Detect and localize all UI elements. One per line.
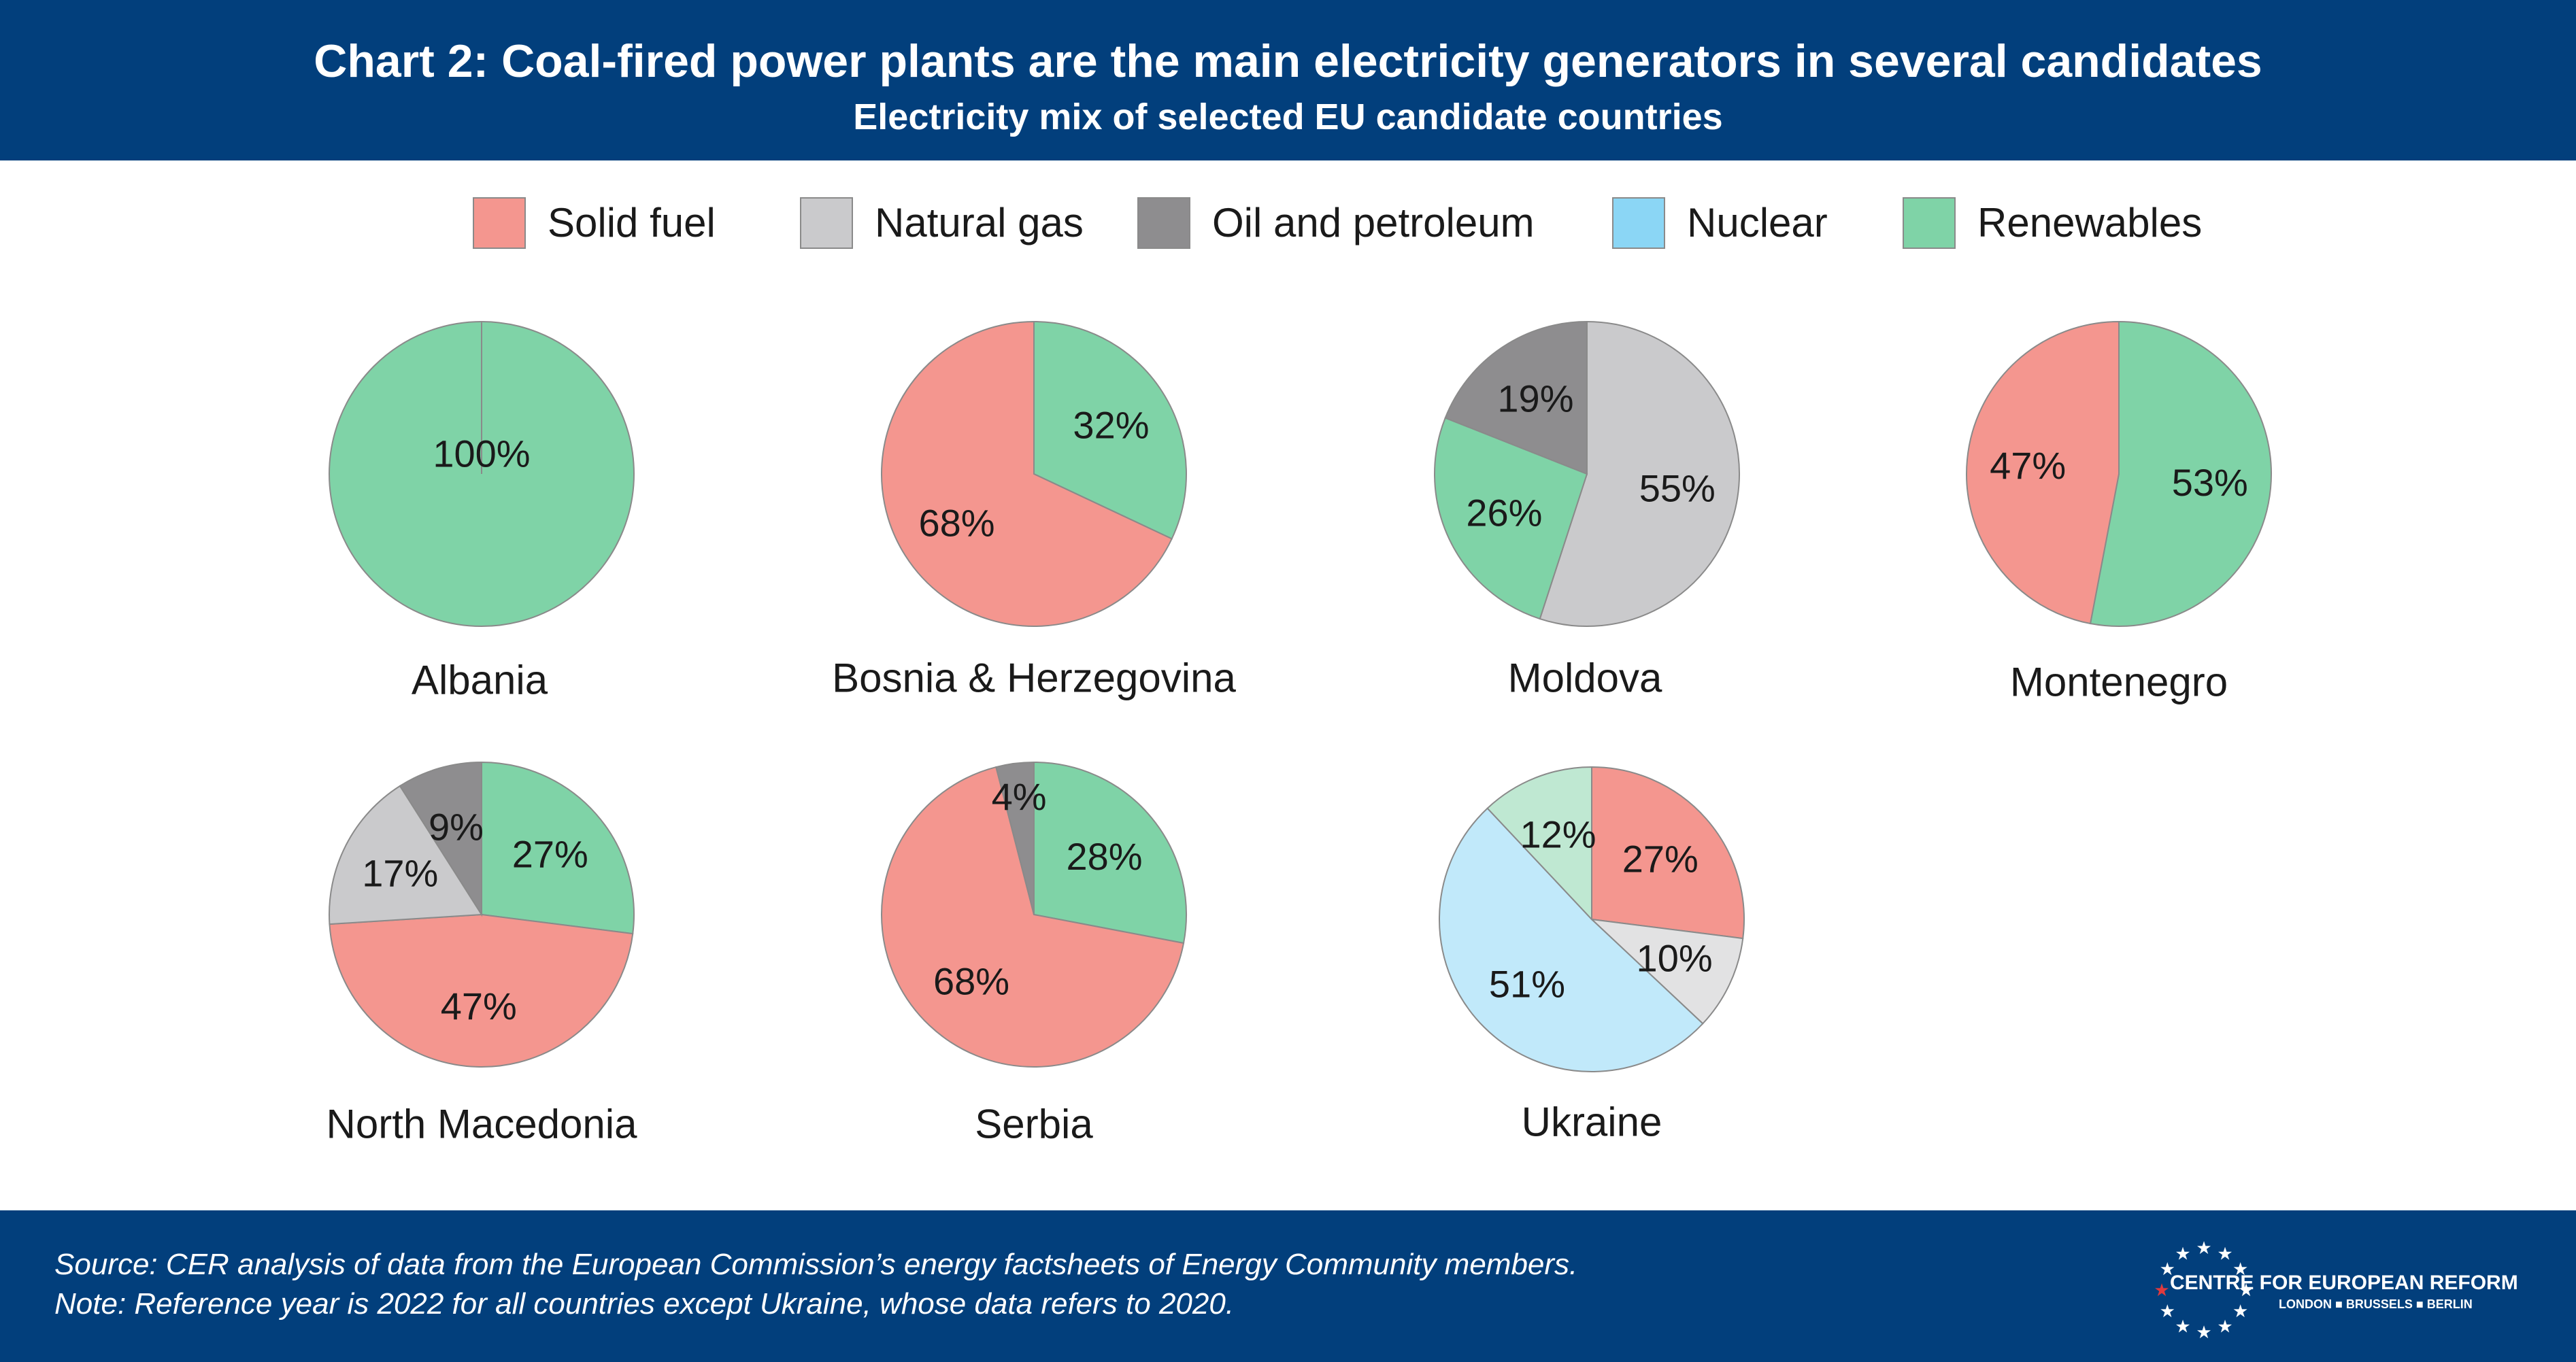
slice-bosnia-herzegovina-solid-fuel <box>881 320 1173 627</box>
slice-moldova-natural-gas <box>1539 320 1740 627</box>
legend-label-renewables: Renewables <box>1977 200 2203 245</box>
slice-montenegro-solid-fuel <box>1966 320 2120 625</box>
reference-note: Note: Reference year is 2022 for all cou… <box>54 1287 1235 1321</box>
slice-label-north-macedonia-natural-gas: 17% <box>362 851 438 894</box>
country-label-serbia: Serbia <box>975 1102 1093 1147</box>
cer-logo: ★ ★ ★ ★ ★ ★ ★ ★ ★ ★ ★ ★ CENTRE FOR EUROPEAN REFORM … <box>2143 1229 2518 1352</box>
logo-star: ★ <box>2160 1259 2175 1280</box>
slice-label-moldova-renewables: 26% <box>1466 492 1542 534</box>
logo-star: ★ <box>2175 1317 2190 1338</box>
legend-label-natural-gas: Natural gas <box>875 200 1084 245</box>
pie-montenegro: 53% 47% Montenegro <box>1966 320 2272 705</box>
logo-star: ★ <box>2217 1317 2232 1338</box>
slice-label-serbia-oil-and-petroleum: 4% <box>992 775 1047 818</box>
legend-swatch-natural-gas <box>800 197 853 249</box>
slice-label-north-macedonia-solid-fuel: 47% <box>441 985 517 1027</box>
pie-charts: 100% Albania 32% 68% Bosnia & Herzegovina 55%… <box>327 320 2272 1147</box>
slice-serbia-renewables <box>1033 761 1187 944</box>
slice-label-bosnia-herzegovina-solid-fuel: 68% <box>918 502 994 545</box>
logo-star: ★ <box>2154 1280 2169 1301</box>
logo-star: ★ <box>2238 1280 2254 1301</box>
slice-label-ukraine-renewables: 12% <box>1520 813 1596 856</box>
pie-moldova: 55% 26% 19% Moldova <box>1434 320 1740 701</box>
slice-north-macedonia-renewables <box>481 761 635 935</box>
slice-label-albania-renewables: 100% <box>433 432 530 475</box>
slice-label-ukraine-solid-fuel: 27% <box>1622 838 1699 881</box>
slice-ukraine-solid-fuel <box>1591 766 1745 940</box>
logo-star: ★ <box>2196 1323 2211 1343</box>
pie-north-macedonia: 27% 47% 17%9% North Macedonia <box>327 761 638 1147</box>
country-label-bosnia-herzegovina: Bosnia & Herzegovina <box>832 656 1236 701</box>
legend-label-nuclear: Nuclear <box>1687 200 1828 245</box>
pie-serbia: 28% 68% 4% Serbia <box>881 761 1187 1147</box>
slice-label-montenegro-solid-fuel: 47% <box>1990 444 2066 487</box>
eu-stars-icon: ★ ★★★★★★★★★★★ <box>2154 1238 2254 1343</box>
logo-star: ★ <box>2232 1301 2248 1322</box>
logo-star: ★ <box>2232 1259 2248 1280</box>
country-label-ukraine: Ukraine <box>1522 1100 1662 1145</box>
logo-star: ★ <box>2160 1301 2175 1322</box>
country-label-north-macedonia: North Macedonia <box>327 1102 638 1147</box>
slice-bosnia-herzegovina-renewables <box>1033 320 1187 540</box>
country-label-moldova: Moldova <box>1508 656 1662 701</box>
slice-ukraine-renewables <box>1486 766 1592 921</box>
slice-label-ukraine-nuclear: 51% <box>1489 963 1565 1006</box>
pie-albania: 100% Albania <box>329 321 635 703</box>
pie-ukraine: 27% 10% 51% 12% Ukraine <box>1439 766 1745 1145</box>
slice-label-north-macedonia-oil-and-petroleum: 9% <box>429 805 484 848</box>
logo-star: ★ <box>2217 1244 2232 1264</box>
slice-label-north-macedonia-renewables: 27% <box>512 833 588 876</box>
slice-ukraine-natural-gas <box>1590 918 1744 1025</box>
pie-bosnia-herzegovina: 32% 68% Bosnia & Herzegovina <box>832 320 1236 701</box>
source-note: Source: CER analysis of data from the Eu… <box>54 1248 1578 1281</box>
chart-footer: Source: CER analysis of data from the Eu… <box>0 1210 2576 1362</box>
slice-label-serbia-solid-fuel: 68% <box>933 959 1009 1002</box>
logo-star: ★ <box>2196 1238 2211 1259</box>
slice-serbia-solid-fuel <box>881 766 1185 1068</box>
slice-label-bosnia-herzegovina-renewables: 32% <box>1073 403 1149 446</box>
chart-header: Chart 2: Coal-fired power plants are the… <box>0 0 2576 160</box>
slice-label-serbia-renewables: 28% <box>1067 835 1143 878</box>
slice-north-macedonia-oil-and-petroleum <box>399 761 482 917</box>
legend: Solid fuel Natural gas Oil and petroleum… <box>0 196 2576 250</box>
slice-label-ukraine-natural-gas: 10% <box>1637 937 1713 980</box>
slice-label-montenegro-renewables: 53% <box>2172 461 2248 504</box>
legend-swatch-nuclear <box>1612 197 1665 249</box>
slice-moldova-renewables <box>1434 417 1588 620</box>
slice-north-macedonia-natural-gas <box>329 785 483 925</box>
logo-cities: LONDON ■ BRUSSELS ■ BERLIN <box>2279 1297 2473 1311</box>
slice-montenegro-renewables <box>2089 320 2272 627</box>
logo-text: CENTRE FOR EUROPEAN REFORM <box>2170 1272 2518 1294</box>
slice-label-moldova-natural-gas: 55% <box>1639 467 1716 510</box>
legend-label-solid-fuel: Solid fuel <box>548 200 716 245</box>
chart-subtitle: Electricity mix of selected EU candidate… <box>853 97 1723 137</box>
legend-swatch-solid-fuel <box>473 197 526 249</box>
slice-north-macedonia-solid-fuel <box>329 913 634 1068</box>
slice-moldova-oil-and-petroleum <box>1444 320 1588 475</box>
legend-swatch-renewables <box>1903 197 1956 249</box>
logo-star: ★ <box>2175 1244 2190 1264</box>
slice-ukraine-nuclear <box>1439 807 1704 1072</box>
country-label-albania: Albania <box>412 658 548 703</box>
slice-label-moldova-oil-and-petroleum: 19% <box>1497 377 1573 420</box>
slice-serbia-oil-and-petroleum <box>995 761 1035 915</box>
legend-swatch-oil-and-petroleum <box>1137 197 1190 249</box>
chart-title: Chart 2: Coal-fired power plants are the… <box>314 35 2262 87</box>
legend-label-oil-and-petroleum: Oil and petroleum <box>1212 200 1535 245</box>
country-label-montenegro: Montenegro <box>2010 660 2228 705</box>
